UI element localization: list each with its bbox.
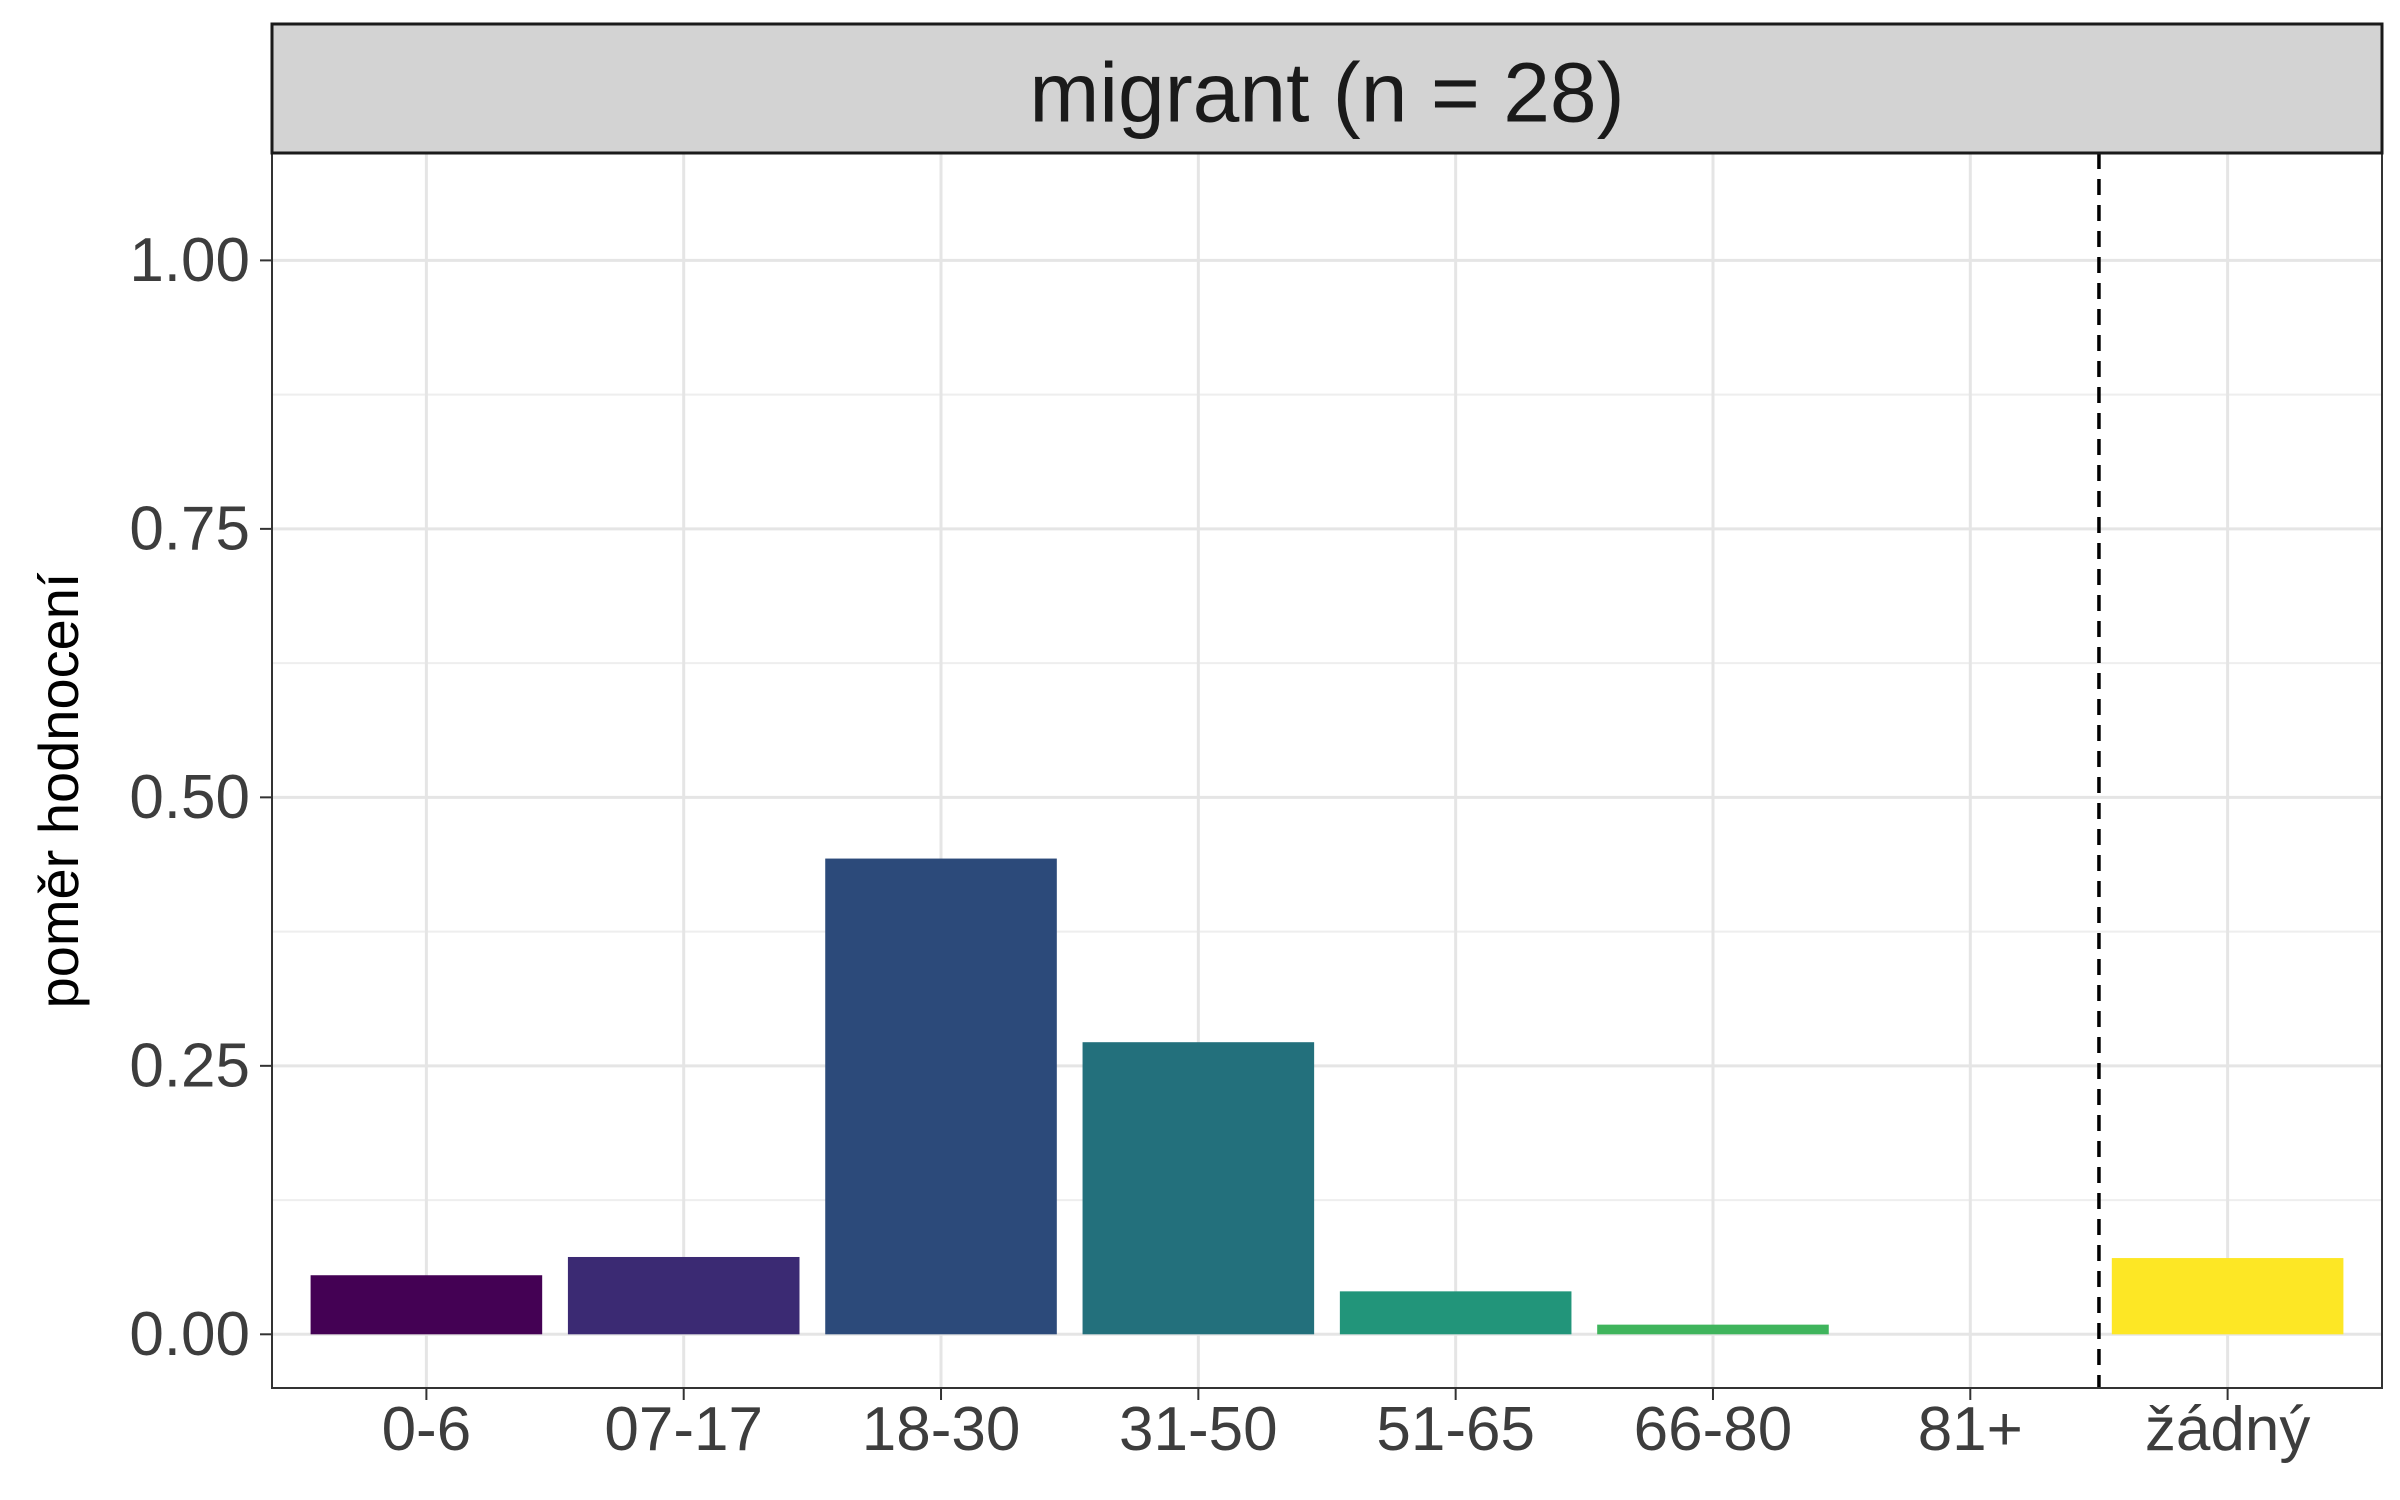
- bar-0-6: [310, 1275, 543, 1335]
- bar-žádný: [2111, 1258, 2344, 1335]
- facet-title: migrant (n = 28): [1029, 46, 1624, 140]
- y-tick-label: 0.25: [129, 1031, 250, 1100]
- bar-07-17: [567, 1256, 800, 1335]
- x-tick-label: 18-30: [862, 1395, 1021, 1464]
- x-tick-label: 07-17: [604, 1395, 763, 1464]
- x-axis: 0-6 07-17 18-30 31-50 51-65 66-80 81+ žádný: [382, 1388, 2310, 1464]
- y-tick-label: 0.50: [129, 763, 250, 832]
- facet-strip-background: [270, 22, 2384, 155]
- x-tick-label: 0-6: [382, 1395, 472, 1464]
- x-tick-label: 31-50: [1119, 1395, 1278, 1464]
- bar-31-50: [1082, 1042, 1315, 1335]
- y-axis-title: poměr hodnocení: [27, 572, 90, 1008]
- bar-66-80: [1597, 1324, 1829, 1335]
- grid: [272, 153, 2382, 1388]
- panel-border: [271, 152, 2383, 1389]
- bar-18-30: [825, 858, 1057, 1335]
- bars: [310, 858, 2344, 1335]
- y-tick-label: 0.00: [129, 1300, 250, 1369]
- y-tick-label: 0.75: [129, 494, 250, 563]
- facet-strip: migrant (n = 28): [270, 22, 2384, 155]
- bar-51-65: [1339, 1291, 1572, 1335]
- y-axis: 0.00 0.25 0.50 0.75 1.00: [129, 226, 272, 1369]
- y-tick-label: 1.00: [129, 226, 250, 295]
- x-tick-label: žádný: [2145, 1395, 2310, 1464]
- x-tick-label: 51-65: [1376, 1395, 1535, 1464]
- x-tick-label: 81+: [1918, 1395, 2023, 1464]
- x-tick-label: 66-80: [1634, 1395, 1793, 1464]
